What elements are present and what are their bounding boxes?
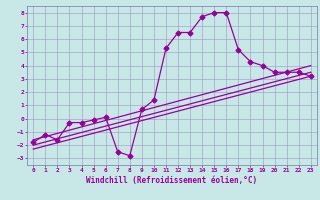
X-axis label: Windchill (Refroidissement éolien,°C): Windchill (Refroidissement éolien,°C) — [86, 176, 258, 185]
